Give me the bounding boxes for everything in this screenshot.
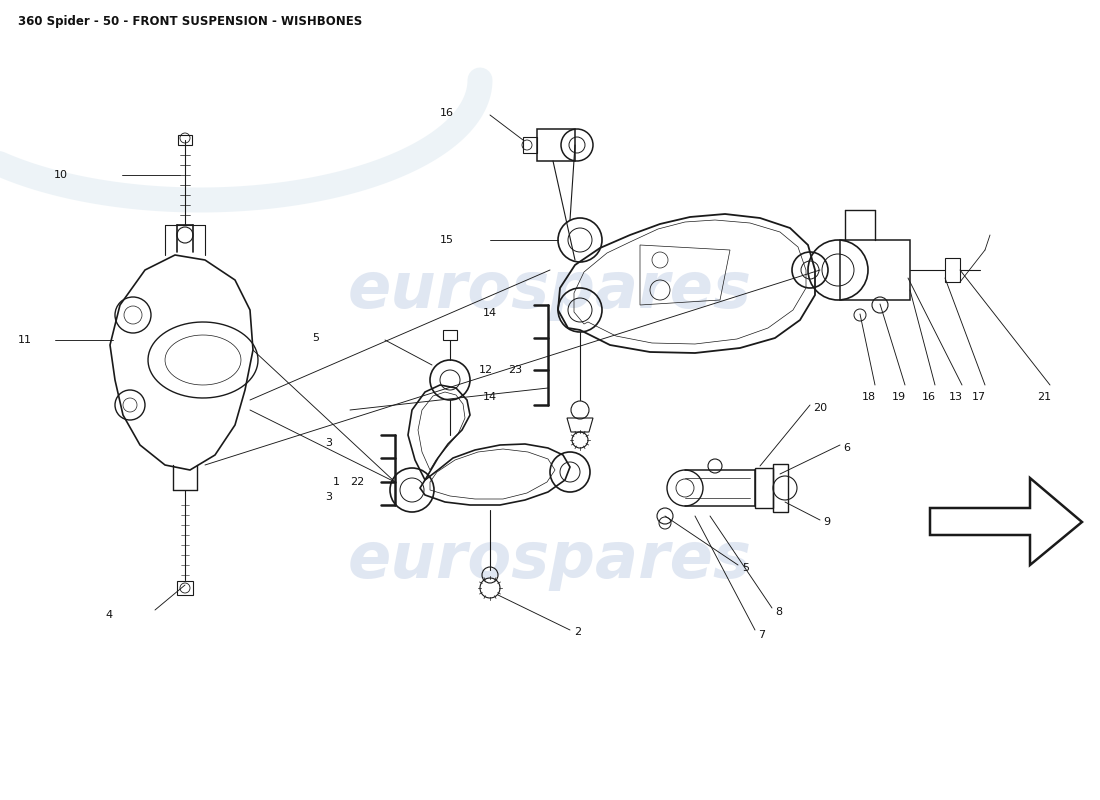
Bar [945, 258, 960, 282]
Text: 8: 8 [776, 607, 782, 617]
Text: 7: 7 [758, 630, 766, 640]
Text: 11: 11 [18, 335, 32, 345]
Text: 4: 4 [104, 610, 112, 620]
Text: 6: 6 [843, 443, 850, 453]
Text: 5: 5 [312, 333, 319, 343]
Bar [522, 137, 537, 153]
Text: 5: 5 [742, 563, 749, 573]
Text: 23: 23 [508, 365, 522, 375]
Text: 2: 2 [574, 627, 581, 637]
Text: 16: 16 [440, 108, 454, 118]
Bar [443, 330, 456, 340]
Text: 9: 9 [823, 517, 830, 527]
Text: 22: 22 [350, 477, 364, 487]
Text: 17: 17 [972, 392, 986, 402]
Bar [755, 468, 773, 508]
Text: 15: 15 [440, 235, 454, 245]
Bar [178, 135, 192, 145]
Text: 21: 21 [1037, 392, 1052, 402]
Text: eurospares: eurospares [348, 259, 752, 321]
Text: 19: 19 [892, 392, 906, 402]
Text: 14: 14 [483, 392, 497, 402]
Text: 16: 16 [922, 392, 936, 402]
Text: 1: 1 [333, 477, 340, 487]
Text: eurospares: eurospares [348, 529, 752, 591]
Text: 14: 14 [483, 308, 497, 318]
Text: 10: 10 [54, 170, 68, 180]
Text: 20: 20 [813, 403, 827, 413]
Text: 3: 3 [324, 438, 332, 448]
Text: 3: 3 [324, 492, 332, 502]
Text: 18: 18 [862, 392, 876, 402]
Text: 360 Spider - 50 - FRONT SUSPENSION - WISHBONES: 360 Spider - 50 - FRONT SUSPENSION - WIS… [18, 15, 362, 29]
Text: 13: 13 [949, 392, 962, 402]
Bar [773, 464, 788, 512]
Text: 12: 12 [478, 365, 493, 375]
Bar [177, 581, 192, 595]
